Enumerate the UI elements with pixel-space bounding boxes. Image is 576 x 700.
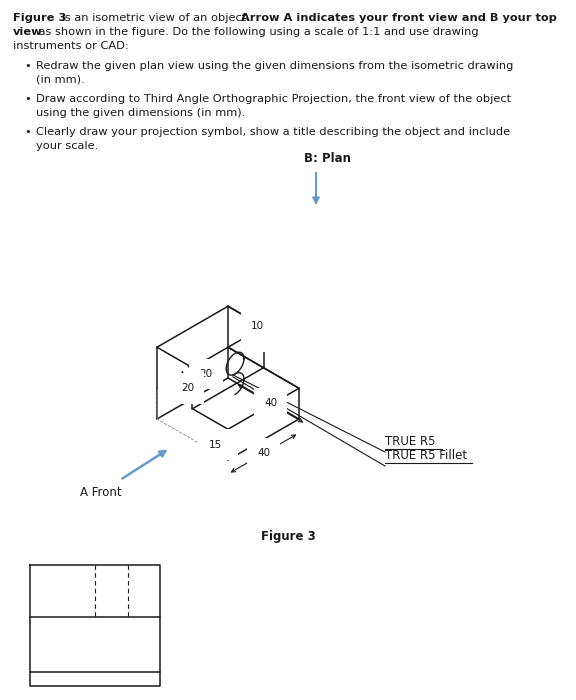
Text: view: view xyxy=(13,27,43,37)
Text: (in mm).: (in mm). xyxy=(36,75,85,85)
Text: Redraw the given plan view using the given dimensions from the isometric drawing: Redraw the given plan view using the giv… xyxy=(36,61,513,71)
Text: •: • xyxy=(24,127,31,137)
Text: A Front: A Front xyxy=(80,486,122,498)
Text: 15: 15 xyxy=(214,440,228,449)
Text: •: • xyxy=(24,61,31,71)
Text: your scale.: your scale. xyxy=(36,141,98,151)
Text: •: • xyxy=(24,94,31,104)
Text: 15: 15 xyxy=(209,440,222,449)
Text: is an isometric view of an object.: is an isometric view of an object. xyxy=(58,13,253,23)
Text: instruments or CAD:: instruments or CAD: xyxy=(13,41,129,51)
Text: TRUE R5 Fillet: TRUE R5 Fillet xyxy=(385,449,467,462)
Text: Draw according to Third Angle Orthographic Projection, the front view of the obj: Draw according to Third Angle Orthograph… xyxy=(36,94,511,104)
Text: 10: 10 xyxy=(251,321,264,330)
Text: Figure 3: Figure 3 xyxy=(13,13,66,23)
Text: 40: 40 xyxy=(264,398,277,409)
Text: using the given dimensions (in mm).: using the given dimensions (in mm). xyxy=(36,108,245,118)
Text: B: Plan: B: Plan xyxy=(304,152,351,165)
Text: Arrow A indicates your front view and B your top: Arrow A indicates your front view and B … xyxy=(241,13,557,23)
Text: TRUE R5: TRUE R5 xyxy=(385,435,435,448)
Text: 10: 10 xyxy=(260,332,273,342)
Text: as shown in the figure. Do the following using a scale of 1:1 and use drawing: as shown in the figure. Do the following… xyxy=(35,27,479,37)
Text: 40: 40 xyxy=(257,449,270,458)
Text: 20: 20 xyxy=(181,384,194,393)
Text: Figure 3: Figure 3 xyxy=(260,530,316,543)
Text: Clearly draw your projection symbol, show a title describing the object and incl: Clearly draw your projection symbol, sho… xyxy=(36,127,510,137)
Text: 20: 20 xyxy=(200,369,213,379)
